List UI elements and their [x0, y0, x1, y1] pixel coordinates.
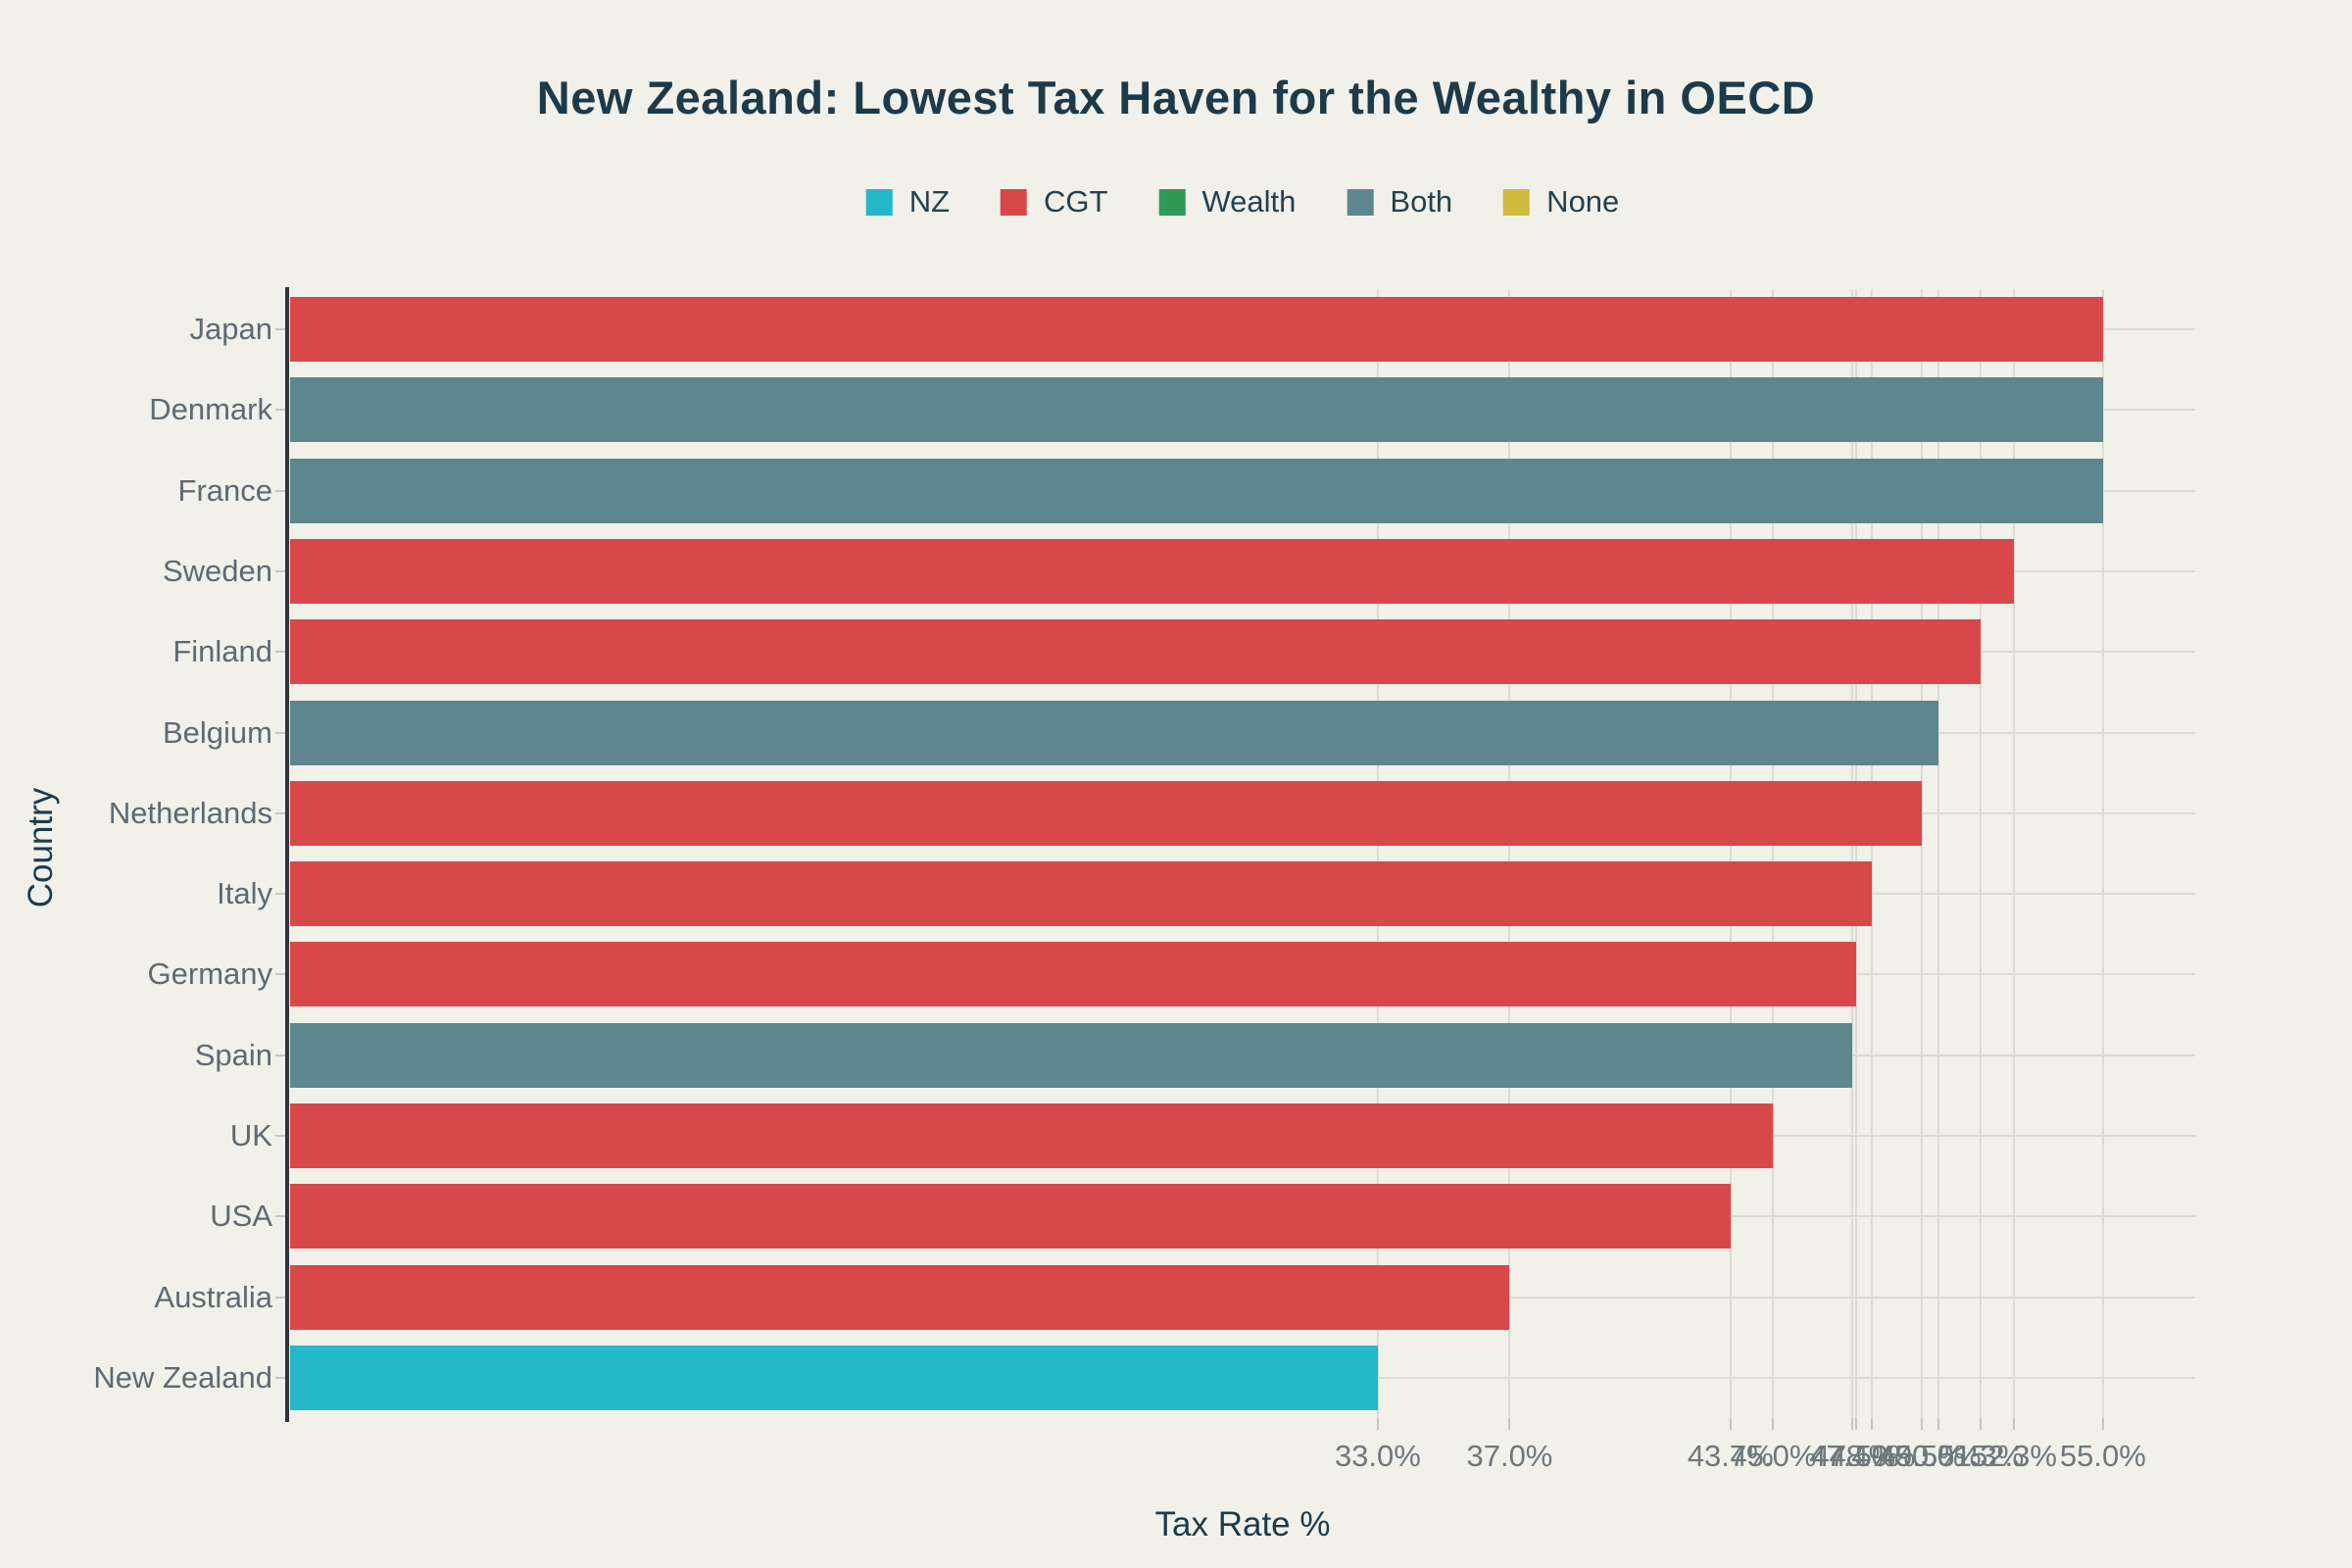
y-tick-mark: [275, 570, 285, 572]
y-label-usa: USA: [210, 1199, 272, 1234]
y-label-uk: UK: [229, 1118, 272, 1152]
bar-italy: [290, 861, 1873, 927]
x-tick-label: 47.4%: [1809, 1439, 1896, 1473]
x-tick-label: 45.0%: [1730, 1439, 1817, 1473]
x-tick-mark: [1729, 1418, 1732, 1430]
legend-swatch-both: [1347, 188, 1374, 216]
x-tick-label: 47.5%: [1812, 1439, 1899, 1473]
bar-uk: [290, 1103, 1774, 1168]
legend-item-cgt[interactable]: CGT: [1001, 184, 1107, 220]
y-label-germany: Germany: [147, 956, 272, 992]
x-axis-title: Tax Rate %: [1154, 1505, 1331, 1544]
bar-japan: [290, 297, 2103, 363]
y-tick-mark: [275, 1215, 285, 1218]
legend-swatch-cgt: [1001, 188, 1028, 216]
x-gridline: [1851, 289, 1854, 1418]
x-tick-label: 49.5%: [1878, 1439, 1965, 1473]
bar-netherlands: [290, 780, 1922, 846]
bar-belgium: [290, 700, 1938, 765]
x-gridline: [1936, 289, 1939, 1418]
y-label-netherlands: Netherlands: [108, 795, 272, 830]
y-tick-mark: [275, 893, 285, 896]
legend-item-wealth[interactable]: Wealth: [1158, 184, 1296, 220]
y-tick-mark: [275, 731, 285, 734]
x-tick-label: 55.0%: [2059, 1439, 2146, 1473]
y-label-new-zealand: New Zealand: [93, 1359, 272, 1395]
x-tick-label: 50.0%: [1894, 1439, 1982, 1473]
x-tick-label: 51.3%: [1937, 1439, 2025, 1473]
y-tick-mark: [275, 1296, 285, 1298]
x-tick-mark: [1376, 1418, 1379, 1430]
legend-label-cgt: CGT: [1044, 184, 1108, 219]
y-tick-mark: [275, 328, 285, 331]
legend-label-wealth: Wealth: [1201, 184, 1297, 219]
y-label-spain: Spain: [194, 1037, 272, 1072]
y-tick-mark: [275, 973, 285, 976]
x-tick-mark: [1980, 1418, 1983, 1430]
x-tick-label: 48.0%: [1829, 1439, 1916, 1473]
x-tick-mark: [1936, 1418, 1939, 1430]
legend-label-nz: NZ: [908, 184, 951, 219]
legend: NZ CGT Wealth Both None: [865, 184, 1619, 220]
x-gridline: [1871, 289, 1874, 1418]
y-tick-mark: [275, 1376, 285, 1379]
x-tick-mark: [1772, 1418, 1775, 1430]
x-tick-mark: [2013, 1418, 2016, 1430]
bar-usa: [290, 1184, 1731, 1250]
x-gridline: [2013, 289, 2016, 1418]
x-tick-label: 33.0%: [1334, 1439, 1421, 1473]
legend-label-none: None: [1546, 184, 1620, 219]
x-tick-label: 52.3%: [1971, 1439, 2057, 1473]
bar-denmark: [290, 377, 2103, 443]
y-label-australia: Australia: [154, 1279, 272, 1314]
bar-australia: [290, 1264, 1510, 1330]
x-tick-mark: [2101, 1418, 2104, 1430]
bar-germany: [290, 942, 1856, 1007]
x-tick-mark: [1920, 1418, 1923, 1430]
y-axis-title: Country: [22, 787, 60, 908]
legend-label-both: Both: [1390, 184, 1453, 219]
legend-swatch-none: [1503, 188, 1531, 216]
legend-swatch-nz: [865, 188, 893, 216]
y-label-denmark: Denmark: [149, 392, 272, 427]
legend-item-none[interactable]: None: [1503, 184, 1619, 220]
x-gridline: [1729, 289, 1732, 1418]
y-label-finland: Finland: [172, 634, 272, 669]
x-gridline: [1980, 289, 1983, 1418]
legend-swatch-wealth: [1158, 188, 1186, 216]
x-tick-mark: [1851, 1418, 1854, 1430]
x-gridline: [2101, 289, 2104, 1418]
y-label-belgium: Belgium: [163, 714, 272, 750]
y-label-japan: Japan: [189, 312, 272, 347]
y-label-sweden: Sweden: [162, 554, 272, 588]
x-tick-mark: [1871, 1418, 1874, 1430]
legend-item-nz[interactable]: NZ: [865, 184, 951, 220]
x-tick-label: 37.0%: [1466, 1439, 1553, 1473]
legend-item-both[interactable]: Both: [1347, 184, 1452, 220]
x-gridline: [1772, 289, 1775, 1418]
chart-title: New Zealand: Lowest Tax Haven for the We…: [536, 72, 1816, 123]
y-tick-mark: [275, 811, 285, 814]
x-tick-label: 43.7%: [1687, 1439, 1774, 1473]
x-tick-mark: [1854, 1418, 1857, 1430]
x-gridline: [1376, 289, 1379, 1418]
x-tick-mark: [1508, 1418, 1511, 1430]
x-gridline: [1854, 289, 1857, 1418]
y-tick-mark: [275, 409, 285, 412]
y-tick-mark: [275, 489, 285, 492]
x-gridline: [1920, 289, 1923, 1418]
bar-spain: [290, 1022, 1853, 1088]
y-axis-line: [285, 287, 289, 1422]
y-label-france: France: [177, 472, 272, 508]
bar-finland: [290, 619, 1982, 685]
bar-france: [290, 458, 2103, 523]
bar-sweden: [290, 539, 2015, 604]
x-gridline: [1508, 289, 1511, 1418]
bar-new-zealand: [290, 1345, 1378, 1410]
y-tick-mark: [275, 1135, 285, 1137]
y-label-italy: Italy: [217, 876, 272, 911]
y-tick-mark: [275, 651, 285, 654]
y-tick-mark: [275, 1054, 285, 1056]
